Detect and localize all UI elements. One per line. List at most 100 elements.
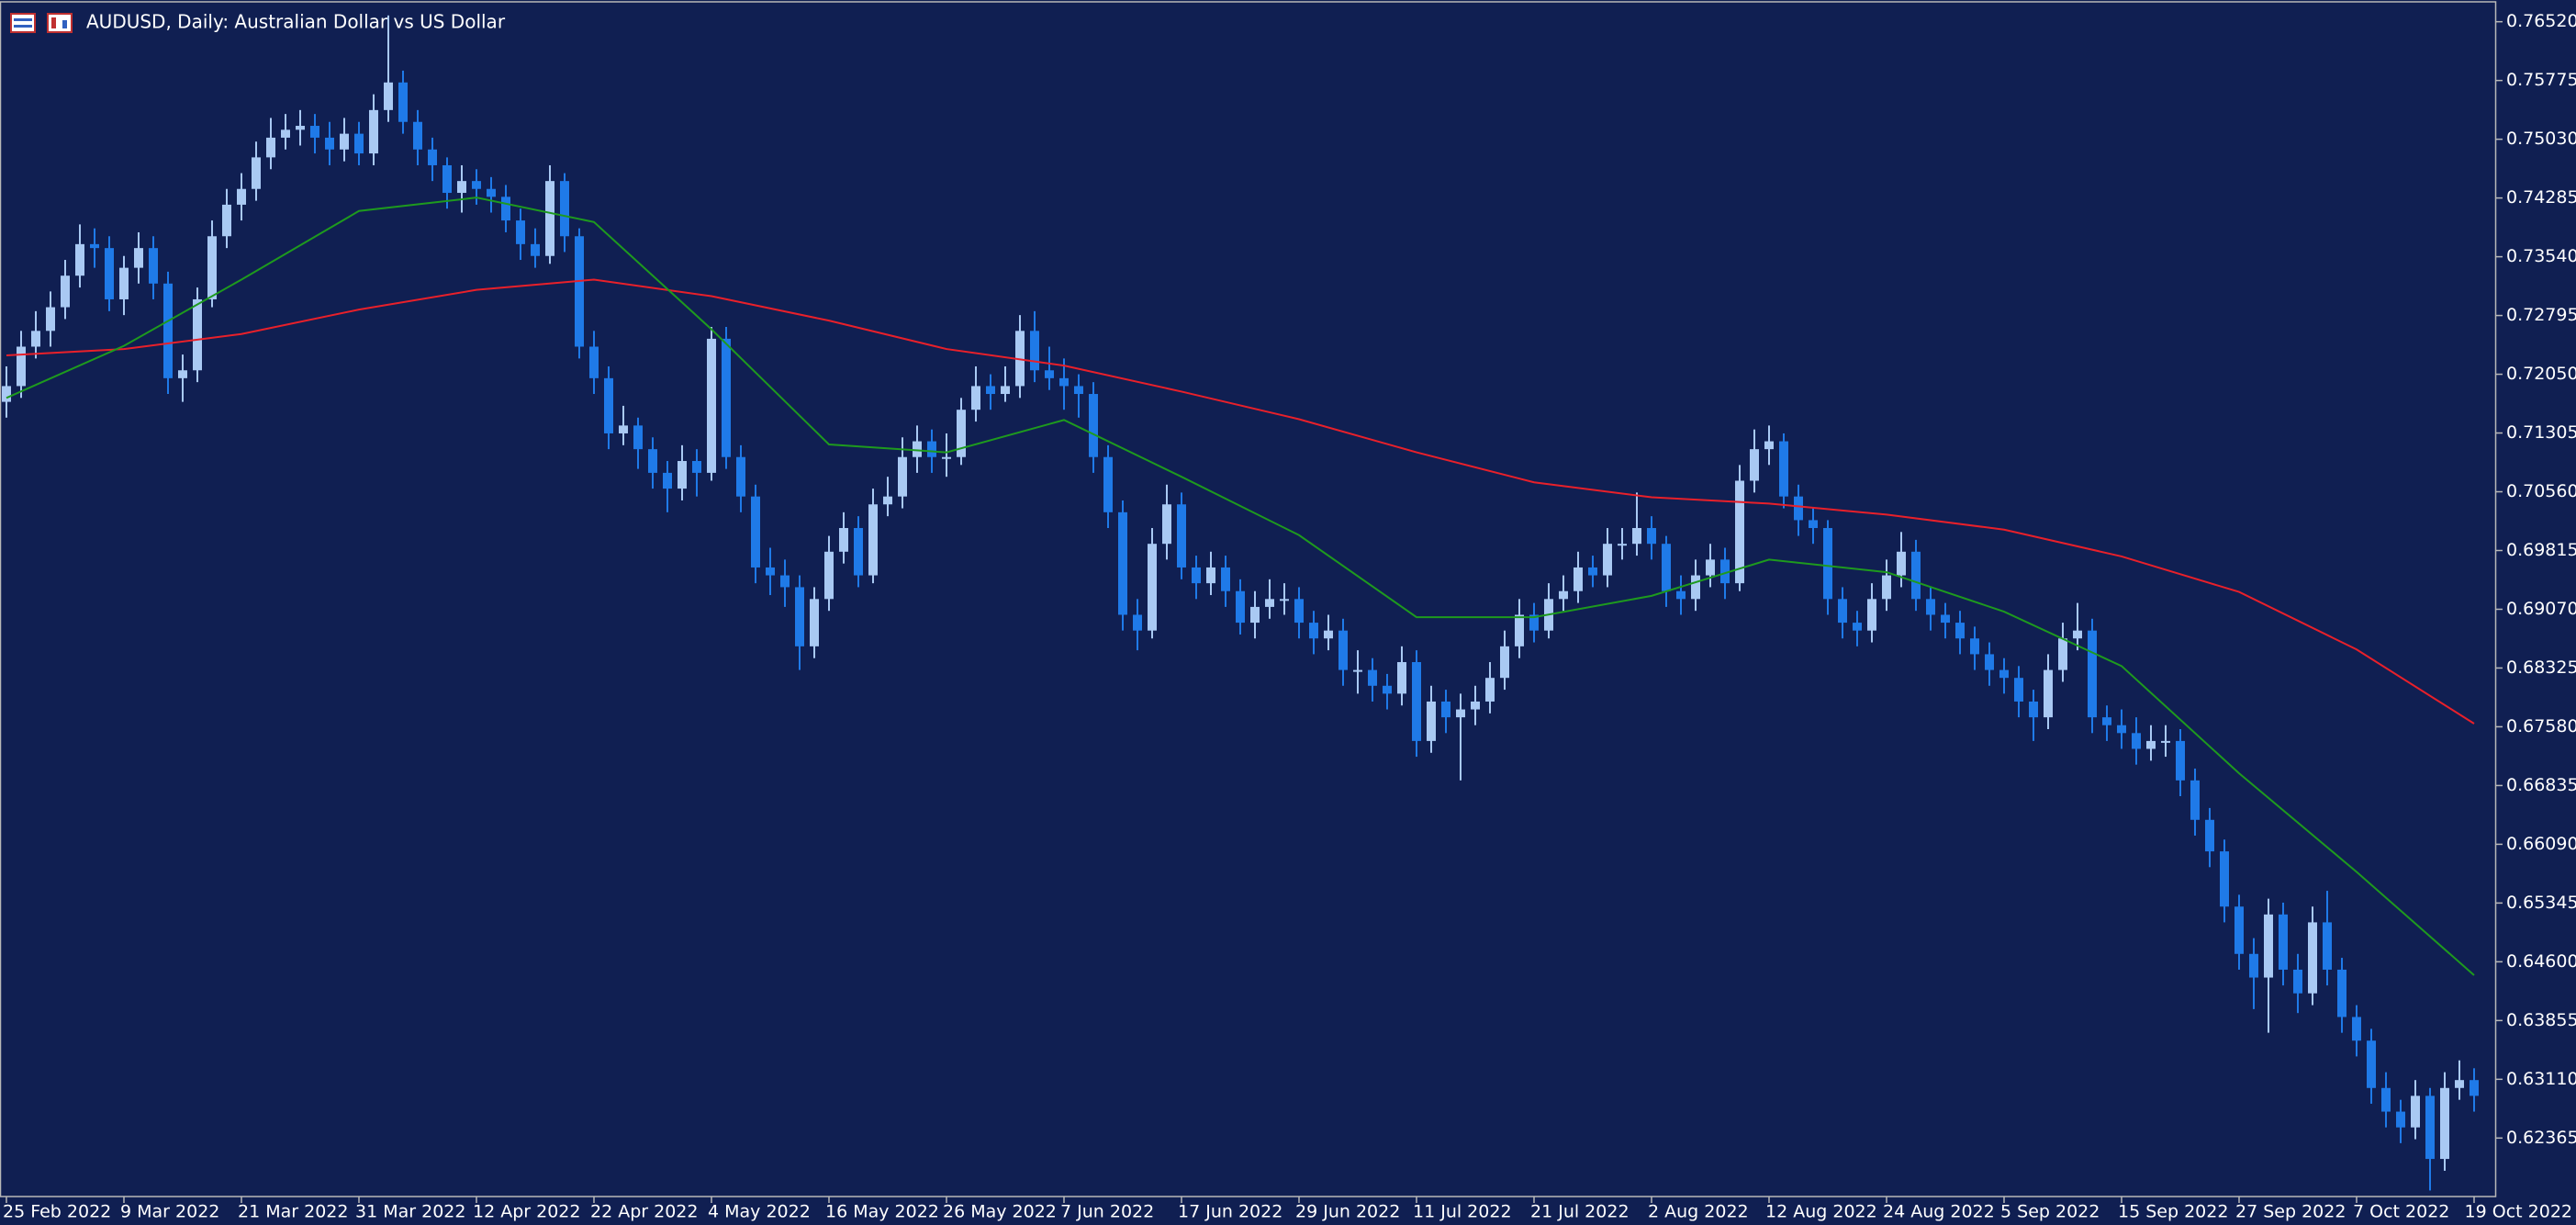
- candle-body: [1574, 567, 1583, 591]
- candle-body: [354, 133, 364, 154]
- y-tick-label: 0.65345: [2506, 893, 2576, 913]
- candle-body: [2396, 1111, 2405, 1128]
- candle-body: [134, 248, 143, 268]
- y-tick-label: 0.72795: [2506, 305, 2576, 325]
- candle-body: [1955, 623, 1965, 639]
- candle-body: [222, 204, 231, 237]
- candle-body: [751, 496, 760, 568]
- y-tick-label: 0.72050: [2506, 364, 2576, 384]
- y-tick-label: 0.63855: [2506, 1010, 2576, 1030]
- candle-body: [501, 197, 510, 221]
- candle-body: [1779, 441, 1788, 497]
- candle-body: [1045, 370, 1054, 378]
- candle-body: [2308, 922, 2317, 994]
- candle-body: [61, 275, 70, 308]
- candle-body: [692, 461, 701, 473]
- candle-body: [487, 188, 496, 197]
- candle-body: [1515, 614, 1524, 646]
- candle-body: [1794, 496, 1803, 521]
- candle-body: [2014, 678, 2023, 702]
- candle-body: [1059, 377, 1069, 387]
- y-tick-label: 0.70560: [2506, 481, 2576, 501]
- candle-body: [1192, 567, 1201, 584]
- icon: [51, 17, 56, 28]
- candle-body: [2264, 914, 2273, 978]
- x-tick-label: 29 Jun 2022: [1295, 1202, 1400, 1222]
- candle-body: [1985, 654, 1994, 670]
- candle-body: [1897, 551, 1906, 576]
- candle-body: [1148, 544, 1157, 631]
- candle-body: [1735, 480, 1744, 584]
- candle-body: [2381, 1087, 2391, 1112]
- candle-body: [1867, 599, 1876, 631]
- candle-body: [1324, 630, 1333, 639]
- icon: [62, 20, 67, 28]
- candle-body: [2029, 701, 2038, 718]
- candle-body: [1250, 606, 1260, 624]
- x-tick-label: 31 Mar 2022: [355, 1202, 465, 1222]
- candle-body: [1941, 614, 1950, 624]
- x-tick-label: 25 Feb 2022: [3, 1202, 111, 1222]
- x-tick-label: 21 Jul 2022: [1530, 1202, 1630, 1222]
- candle-body: [1412, 662, 1421, 741]
- candle-body: [560, 181, 569, 237]
- candle-body: [163, 283, 173, 378]
- y-tick-label: 0.69070: [2506, 599, 2576, 619]
- candle-body: [1338, 630, 1348, 670]
- candle-body: [1559, 590, 1568, 600]
- candle-body: [1236, 590, 1245, 624]
- candle-body: [340, 133, 349, 150]
- candle-body: [1471, 701, 1480, 710]
- y-tick-label: 0.66090: [2506, 834, 2576, 854]
- x-tick-label: 11 Jul 2022: [1413, 1202, 1512, 1222]
- candle-body: [545, 181, 554, 256]
- candle-body: [178, 370, 187, 378]
- candle-body: [736, 456, 745, 497]
- candle-body: [839, 528, 848, 552]
- candle-body: [1882, 575, 1891, 600]
- candle-body: [589, 346, 599, 378]
- candle-body: [1118, 511, 1127, 615]
- candle-body: [1103, 456, 1113, 512]
- candle-body: [2455, 1080, 2464, 1088]
- candle-body: [678, 461, 687, 489]
- candle-body: [2132, 733, 2141, 749]
- candle-body: [1294, 599, 1304, 624]
- candle-body: [1177, 504, 1186, 568]
- candle-body: [1441, 701, 1450, 718]
- candle-body: [2411, 1096, 2420, 1128]
- y-tick-label: 0.63110: [2506, 1069, 2576, 1089]
- candle-body: [296, 126, 305, 130]
- x-tick-label: 15 Sep 2022: [2118, 1202, 2228, 1222]
- candle-body: [604, 377, 613, 433]
- y-tick-label: 0.62365: [2506, 1128, 2576, 1148]
- candle-body: [1383, 685, 1392, 694]
- candle-body: [207, 236, 217, 299]
- candle-body: [1632, 528, 1641, 545]
- x-tick-label: 12 Aug 2022: [1765, 1202, 1877, 1222]
- candle-body: [663, 472, 672, 489]
- candle-body: [1427, 701, 1436, 741]
- candle-body: [913, 441, 922, 457]
- candle-body: [149, 248, 158, 284]
- candle-body: [1133, 614, 1142, 631]
- candle-body: [46, 307, 55, 332]
- chart-title: AUDUSD, Daily: Australian Dollar vs US D…: [86, 11, 506, 33]
- candle-body: [2044, 669, 2053, 718]
- candle-body: [957, 410, 966, 457]
- candle-body: [575, 236, 584, 347]
- candle-body: [648, 449, 657, 473]
- candle-body: [1485, 678, 1495, 702]
- candle-body: [2249, 953, 2258, 978]
- candle-body: [1001, 386, 1010, 395]
- moving-average-line: [6, 197, 2475, 976]
- candle-body: [2279, 914, 2288, 970]
- icon: [14, 18, 32, 21]
- candle-body: [90, 243, 99, 249]
- candle-body: [722, 338, 731, 457]
- candle-body: [369, 109, 378, 154]
- x-tick-label: 24 Aug 2022: [1883, 1202, 1995, 1222]
- x-tick-label: 22 Apr 2022: [590, 1202, 698, 1222]
- candle-body: [2102, 717, 2111, 725]
